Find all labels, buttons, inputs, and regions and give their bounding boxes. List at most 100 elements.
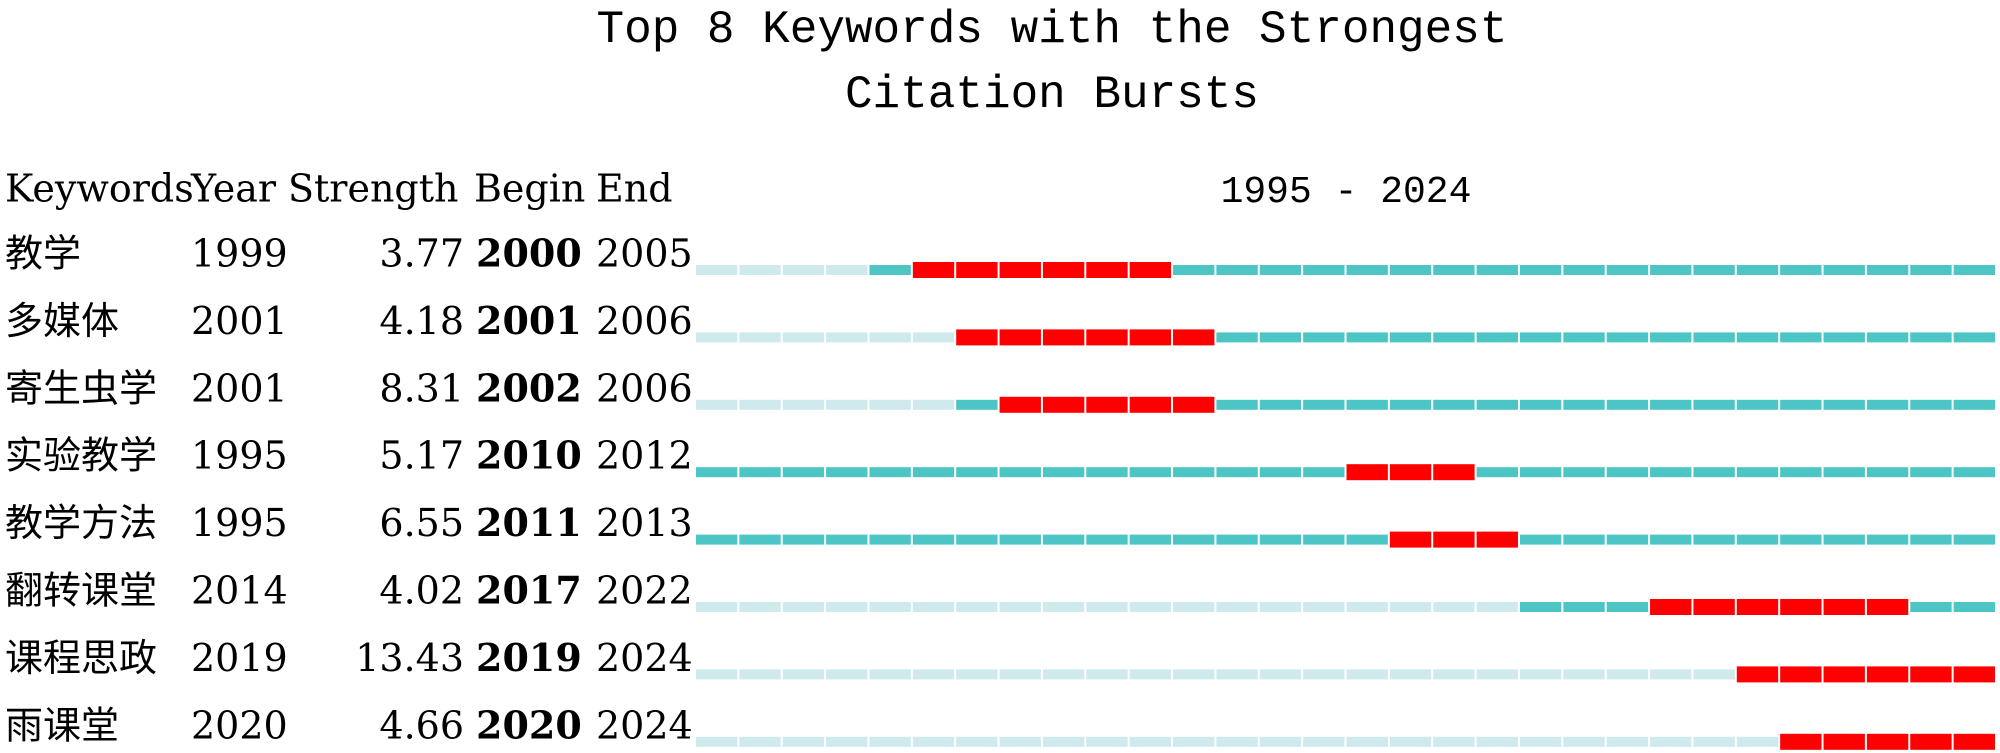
active-segment (869, 534, 911, 545)
active-segment (1606, 332, 1649, 343)
burst-segment (1780, 599, 1822, 615)
active-segment (826, 534, 868, 545)
burst-segment (1736, 666, 1779, 683)
active-segment (1173, 265, 1215, 275)
before-segment (1389, 602, 1432, 612)
before-segment (1216, 602, 1258, 612)
before-segment (1173, 669, 1215, 680)
before-segment (696, 602, 738, 612)
before-segment (739, 602, 781, 612)
column-header: End (596, 167, 673, 211)
active-segment (1086, 467, 1128, 478)
before-segment (696, 669, 738, 680)
before-segment (1259, 736, 1302, 747)
burst-segment (1866, 733, 1909, 750)
before-segment (739, 669, 781, 680)
active-segment (1866, 534, 1909, 545)
before-segment (739, 736, 781, 747)
before-segment (1346, 736, 1388, 747)
strength: 4.66 (379, 703, 464, 747)
before-segment (1259, 669, 1302, 680)
before-segment (1563, 736, 1605, 747)
active-segment (869, 265, 911, 275)
active-segment (1519, 602, 1562, 612)
end: 2006 (596, 299, 693, 343)
before-segment (869, 669, 911, 680)
before-segment (912, 669, 955, 680)
active-segment (1736, 467, 1779, 478)
before-segment (869, 736, 911, 747)
active-segment (1129, 467, 1172, 478)
burst-segment (1780, 666, 1822, 683)
active-segment (1563, 602, 1605, 612)
before-segment (1042, 602, 1085, 612)
active-segment (1259, 265, 1302, 275)
before-segment (696, 332, 738, 343)
keyword: 教学 (5, 232, 81, 276)
before-segment (1433, 602, 1475, 612)
before-segment (1173, 736, 1215, 747)
burst-segment (1823, 733, 1865, 750)
keyword: 多媒体 (5, 299, 119, 343)
strength: 8.31 (379, 366, 464, 410)
burst-segment (1173, 329, 1215, 346)
burst-segment (1433, 531, 1475, 548)
burst-segment (1346, 464, 1388, 481)
burst-segment (1129, 262, 1172, 278)
burst-segment (999, 329, 1041, 346)
before-segment (999, 736, 1041, 747)
begin: 2002 (476, 365, 582, 410)
before-segment (999, 669, 1041, 680)
active-segment (1216, 399, 1258, 410)
burst-segment (1389, 464, 1432, 481)
year: 2001 (191, 299, 288, 343)
burst-segment (1650, 599, 1692, 615)
active-segment (1259, 332, 1302, 343)
before-segment (912, 602, 955, 612)
active-segment (1086, 534, 1128, 545)
period-label: 1995 - 2024 (1221, 171, 1472, 214)
before-segment (1216, 736, 1258, 747)
active-segment (1173, 467, 1215, 478)
active-segment (1866, 332, 1909, 343)
active-segment (1953, 602, 1995, 612)
before-segment (1303, 669, 1345, 680)
before-segment (1346, 669, 1388, 680)
active-segment (1650, 399, 1692, 410)
before-segment (782, 332, 825, 343)
active-segment (1129, 534, 1172, 545)
active-segment (696, 534, 738, 545)
active-segment (1433, 332, 1475, 343)
active-segment (1693, 534, 1735, 545)
year: 2014 (191, 569, 288, 613)
year: 2019 (191, 636, 288, 680)
active-segment (1303, 399, 1345, 410)
burst-segment (999, 396, 1041, 413)
before-segment (826, 736, 868, 747)
active-segment (1303, 467, 1345, 478)
column-header: Year (190, 167, 277, 211)
active-segment (1433, 265, 1475, 275)
begin: 2017 (476, 568, 582, 613)
active-segment (999, 467, 1041, 478)
keyword: 寄生虫学 (5, 366, 157, 410)
active-segment (1389, 332, 1432, 343)
before-segment (1650, 736, 1692, 747)
active-segment (782, 534, 825, 545)
before-segment (869, 602, 911, 612)
burst-segment (1910, 666, 1952, 683)
burst-segment (1866, 666, 1909, 683)
active-segment (1346, 265, 1388, 275)
before-segment (1129, 736, 1172, 747)
year: 2020 (191, 703, 288, 747)
strength: 3.77 (379, 232, 464, 276)
burst-segment (1433, 464, 1475, 481)
burst-segment (1042, 329, 1085, 346)
before-segment (739, 399, 781, 410)
burst-segment (1389, 531, 1432, 548)
keyword: 翻转课堂 (5, 569, 157, 613)
active-segment (1910, 467, 1952, 478)
before-segment (826, 669, 868, 680)
active-segment (1563, 534, 1605, 545)
